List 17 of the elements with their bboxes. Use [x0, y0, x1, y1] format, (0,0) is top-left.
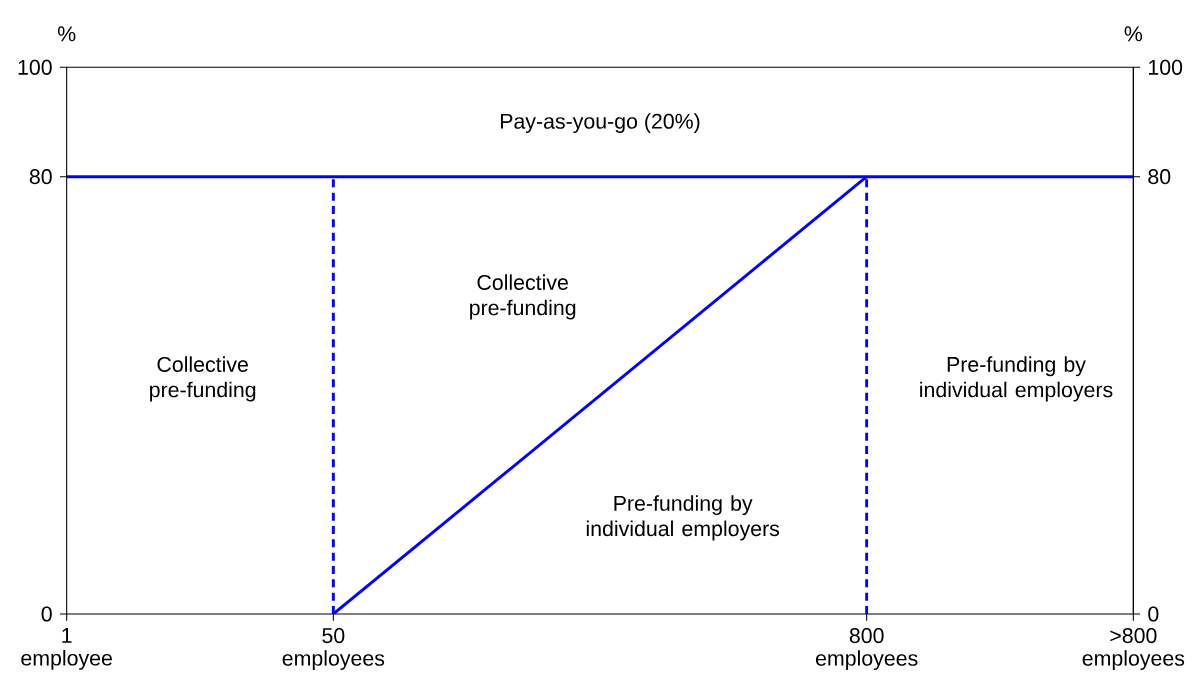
- annotation: Pay-as-you-go (20%): [500, 113, 700, 134]
- annotation: Pre-funding by individual employers: [920, 356, 1113, 402]
- x-tick-label: 800 employees: [815, 628, 918, 671]
- x-tick-label: 50 employees: [282, 628, 385, 671]
- y-tick-label: 0: [41, 606, 52, 622]
- x-tick-label: 1 employee: [21, 628, 112, 670]
- y-tick-label: 100: [18, 59, 52, 75]
- y2-tick-label: 100: [1149, 59, 1183, 75]
- annotation: Collective pre-funding: [470, 274, 576, 320]
- y2-tick-label: 0: [1148, 606, 1159, 622]
- annotation: Collective pre-funding: [150, 356, 256, 402]
- y-axis-title: %: [57, 26, 76, 42]
- y2-tick-label: 80: [1148, 169, 1171, 185]
- y-tick-label: 80: [29, 169, 52, 185]
- annotation: Pre-funding by individual employers: [586, 495, 780, 541]
- y2-axis-title: %: [1124, 26, 1143, 42]
- x-tick-label: >800 employees: [1082, 628, 1185, 671]
